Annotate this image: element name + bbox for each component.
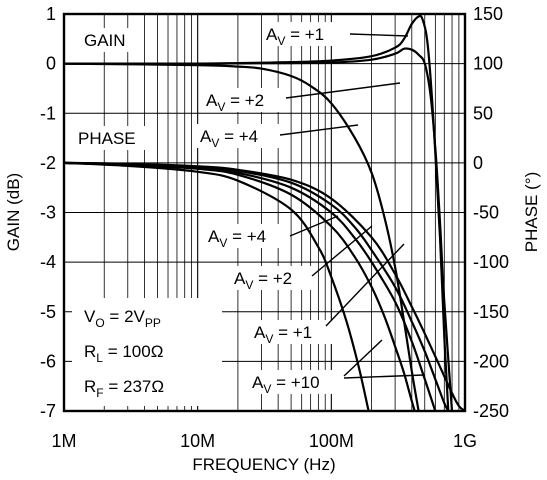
y-tick-label-right: 150	[473, 4, 503, 24]
pointer-phase-av4	[289, 215, 339, 237]
phase-curve	[63, 161, 370, 412]
gain-curve	[63, 62, 420, 412]
gain-curve	[63, 47, 454, 412]
gain-label-background	[78, 28, 138, 52]
y-tick-label-left: -2	[40, 153, 56, 173]
pointer-phase-av10-b	[343, 374, 425, 379]
annotation-phase-av1-text: AV = +1	[254, 323, 312, 346]
y-tick-label-left: 1	[46, 4, 56, 24]
y-tick-label-left: 0	[46, 54, 56, 74]
pointer-phase-av2	[311, 225, 373, 277]
x-tick-label: 1M	[51, 431, 76, 451]
annotation-gain-av1-text: AV = +1	[266, 25, 324, 48]
condition-vo-value: 2	[124, 307, 133, 326]
phase-curve	[63, 161, 466, 412]
annotation-phase-av2: AV = +2	[230, 225, 373, 292]
plot-frame	[62, 12, 467, 413]
phase-label-background	[72, 126, 154, 150]
x-tick-label: 100M	[309, 431, 354, 451]
annotation-phase-av4-text: AV = +4	[208, 227, 266, 250]
y-tick-label-left: -5	[40, 302, 56, 322]
gain-section-label: GAIN	[84, 31, 126, 50]
pointer-gain-av4	[279, 124, 359, 136]
annotation-gain-av1: AV = +1	[262, 22, 409, 48]
y-tick-label-right: 0	[473, 153, 483, 173]
y-tick-label-left: -7	[40, 401, 56, 421]
annotation-gain-av4: AV = +4	[196, 124, 359, 150]
y-tick-label-right: 100	[473, 54, 503, 74]
condition-rf: RF = 237Ω	[84, 377, 164, 400]
y-tick-label-left: -6	[40, 351, 56, 371]
pointer-gain-av1	[349, 33, 409, 37]
y-tick-label-right: -250	[473, 401, 509, 421]
y-tick-label-left: -3	[40, 203, 56, 223]
annotation-phase-av2-text: AV = +2	[234, 269, 292, 292]
annotation-phase-av1: AV = +1	[250, 243, 405, 346]
phase-section-label: PHASE	[78, 129, 136, 148]
condition-rl-value: 100Ω	[122, 342, 163, 361]
condition-rf-value: 237Ω	[123, 377, 164, 396]
condition-rl: RL = 100Ω	[84, 342, 163, 365]
pointer-gain-av2	[285, 82, 401, 99]
y-tick-label-right: -150	[473, 302, 509, 322]
conditions-box: VO = 2VPP RL = 100Ω RF = 237Ω	[72, 298, 222, 406]
y-axis-label-right: PHASE (°)	[522, 172, 541, 252]
annotation-gain-av4-text: AV = +4	[200, 127, 258, 150]
annotation-phase-av10: AV = +10	[248, 339, 425, 396]
y-tick-label-left: -1	[40, 103, 56, 123]
annotation-phase-av10-text: AV = +10	[252, 373, 320, 396]
annotation-gain-av2: AV = +2	[200, 82, 401, 114]
y-tick-label-right: -50	[473, 203, 499, 223]
annotation-gain-av2-text: AV = +2	[206, 91, 264, 114]
tick-labels: 1M 10M 100M 1G 1 0 -1 -2 -3 -4 -5 -6 -7 150 100 50 0 -50 -…	[40, 4, 509, 451]
conditions-background	[72, 298, 222, 406]
x-tick-label: 10M	[180, 431, 215, 451]
curves	[63, 14, 466, 412]
x-axis-label: FREQUENCY (Hz)	[192, 455, 335, 474]
condition-vo: VO = 2VPP	[84, 307, 161, 330]
y-axis-label-left: GAIN (dB)	[4, 173, 23, 251]
x-tick-label: 1G	[453, 431, 477, 451]
pointer-phase-av1	[325, 243, 405, 327]
y-tick-label-right: 50	[473, 103, 493, 123]
pointer-phase-av10-a	[343, 339, 383, 377]
y-tick-label-right: -200	[473, 351, 509, 371]
y-tick-label-right: -100	[473, 252, 509, 272]
annotation-phase-av4: AV = +4	[204, 215, 339, 250]
y-tick-label-left: -4	[40, 252, 56, 272]
